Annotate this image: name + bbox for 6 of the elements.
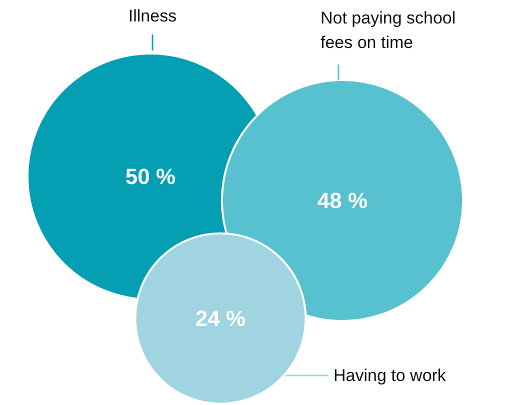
data-label: 24 % bbox=[195, 306, 246, 331]
data-label: 50 % bbox=[125, 164, 176, 189]
category-label: Having to work bbox=[334, 366, 446, 385]
category-label: Not paying school fees on time bbox=[320, 8, 456, 52]
category-label: Illness bbox=[128, 6, 177, 26]
data-label: 48 % bbox=[317, 188, 368, 213]
